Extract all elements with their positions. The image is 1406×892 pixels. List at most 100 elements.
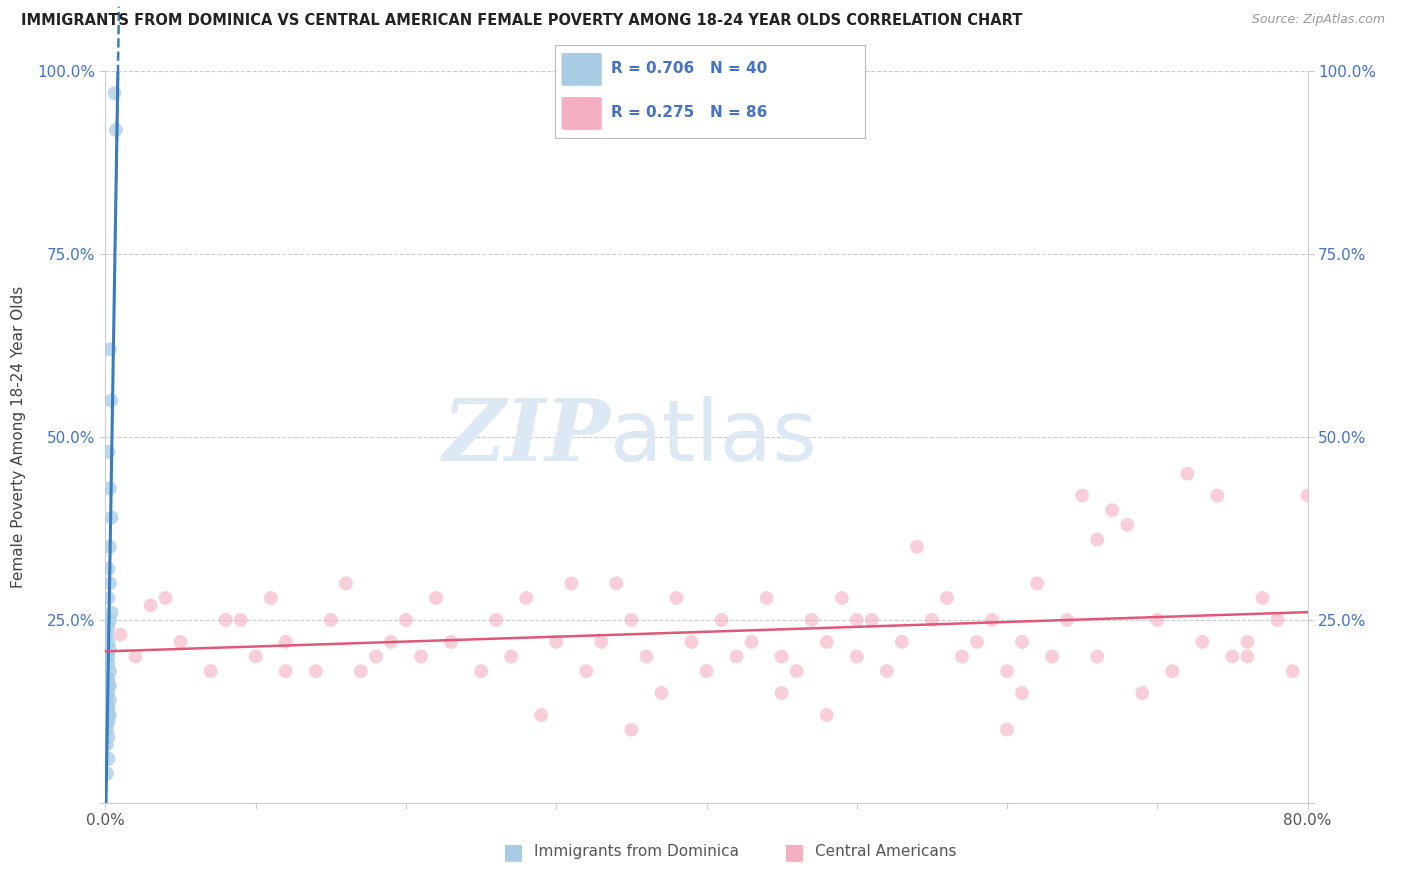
Point bbox=[831, 591, 853, 605]
Point bbox=[103, 87, 125, 101]
Point bbox=[97, 635, 120, 649]
Point bbox=[100, 510, 122, 524]
Point bbox=[98, 540, 121, 554]
Point bbox=[97, 649, 120, 664]
Point bbox=[409, 649, 432, 664]
Point bbox=[440, 635, 463, 649]
Point bbox=[665, 591, 688, 605]
Point bbox=[1085, 649, 1108, 664]
Point bbox=[98, 576, 121, 591]
Point bbox=[800, 613, 823, 627]
Point bbox=[98, 642, 121, 657]
Point bbox=[260, 591, 283, 605]
Point bbox=[605, 576, 627, 591]
Point bbox=[124, 649, 146, 664]
Point bbox=[96, 686, 118, 700]
Point bbox=[98, 664, 121, 678]
Point bbox=[96, 693, 118, 707]
Point bbox=[560, 576, 582, 591]
Point bbox=[1116, 517, 1139, 532]
Point bbox=[966, 635, 988, 649]
Point bbox=[96, 715, 118, 730]
Point bbox=[845, 613, 868, 627]
Point bbox=[725, 649, 748, 664]
Text: ■: ■ bbox=[785, 842, 804, 862]
Point bbox=[97, 657, 120, 671]
Point bbox=[97, 620, 120, 634]
Point bbox=[97, 715, 120, 730]
Point bbox=[845, 649, 868, 664]
Point bbox=[98, 343, 121, 357]
Point bbox=[696, 664, 718, 678]
Point bbox=[1296, 489, 1319, 503]
Point bbox=[770, 686, 793, 700]
Point bbox=[98, 613, 121, 627]
Point bbox=[860, 613, 883, 627]
Point bbox=[1251, 591, 1274, 605]
Point bbox=[1026, 576, 1049, 591]
Point bbox=[950, 649, 973, 664]
Point bbox=[530, 708, 553, 723]
Point bbox=[786, 664, 808, 678]
Point bbox=[1191, 635, 1213, 649]
Point bbox=[981, 613, 1004, 627]
Text: R = 0.275   N = 86: R = 0.275 N = 86 bbox=[612, 105, 768, 120]
Point bbox=[936, 591, 959, 605]
Point bbox=[1236, 635, 1258, 649]
Point bbox=[890, 635, 912, 649]
Y-axis label: Female Poverty Among 18-24 Year Olds: Female Poverty Among 18-24 Year Olds bbox=[11, 286, 25, 588]
Point bbox=[97, 730, 120, 744]
Point bbox=[96, 766, 118, 780]
Point bbox=[575, 664, 598, 678]
Text: Source: ZipAtlas.com: Source: ZipAtlas.com bbox=[1251, 13, 1385, 27]
Point bbox=[1040, 649, 1063, 664]
FancyBboxPatch shape bbox=[561, 53, 602, 86]
Point bbox=[245, 649, 267, 664]
Point bbox=[815, 708, 838, 723]
Point bbox=[591, 635, 613, 649]
Point bbox=[97, 752, 120, 766]
Point bbox=[97, 591, 120, 605]
Point bbox=[395, 613, 418, 627]
Point bbox=[876, 664, 898, 678]
Point bbox=[319, 613, 342, 627]
Point bbox=[770, 649, 793, 664]
Point bbox=[98, 481, 121, 495]
Point bbox=[1130, 686, 1153, 700]
Point bbox=[350, 664, 373, 678]
Point bbox=[100, 606, 122, 620]
Text: atlas: atlas bbox=[610, 395, 818, 479]
Point bbox=[636, 649, 658, 664]
Point bbox=[1161, 664, 1184, 678]
Point bbox=[380, 635, 402, 649]
Point bbox=[96, 723, 118, 737]
Point bbox=[96, 672, 118, 686]
Point bbox=[96, 700, 118, 714]
Point bbox=[470, 664, 492, 678]
Point bbox=[1056, 613, 1078, 627]
Point bbox=[200, 664, 222, 678]
Point bbox=[1267, 613, 1289, 627]
Point bbox=[1085, 533, 1108, 547]
Point bbox=[229, 613, 252, 627]
Point bbox=[485, 613, 508, 627]
Text: Immigrants from Dominica: Immigrants from Dominica bbox=[534, 845, 740, 859]
Point bbox=[364, 649, 387, 664]
Point bbox=[97, 686, 120, 700]
Point bbox=[681, 635, 703, 649]
Point bbox=[98, 693, 121, 707]
Point bbox=[546, 635, 568, 649]
Point bbox=[96, 627, 118, 641]
Point bbox=[1071, 489, 1094, 503]
Point bbox=[274, 664, 297, 678]
Point bbox=[1175, 467, 1198, 481]
Point bbox=[274, 635, 297, 649]
Point bbox=[1236, 649, 1258, 664]
Point bbox=[100, 393, 122, 408]
Point bbox=[501, 649, 523, 664]
Point bbox=[1101, 503, 1123, 517]
Point bbox=[139, 599, 162, 613]
Text: R = 0.706   N = 40: R = 0.706 N = 40 bbox=[612, 62, 768, 77]
Point bbox=[98, 679, 121, 693]
Point bbox=[995, 664, 1018, 678]
